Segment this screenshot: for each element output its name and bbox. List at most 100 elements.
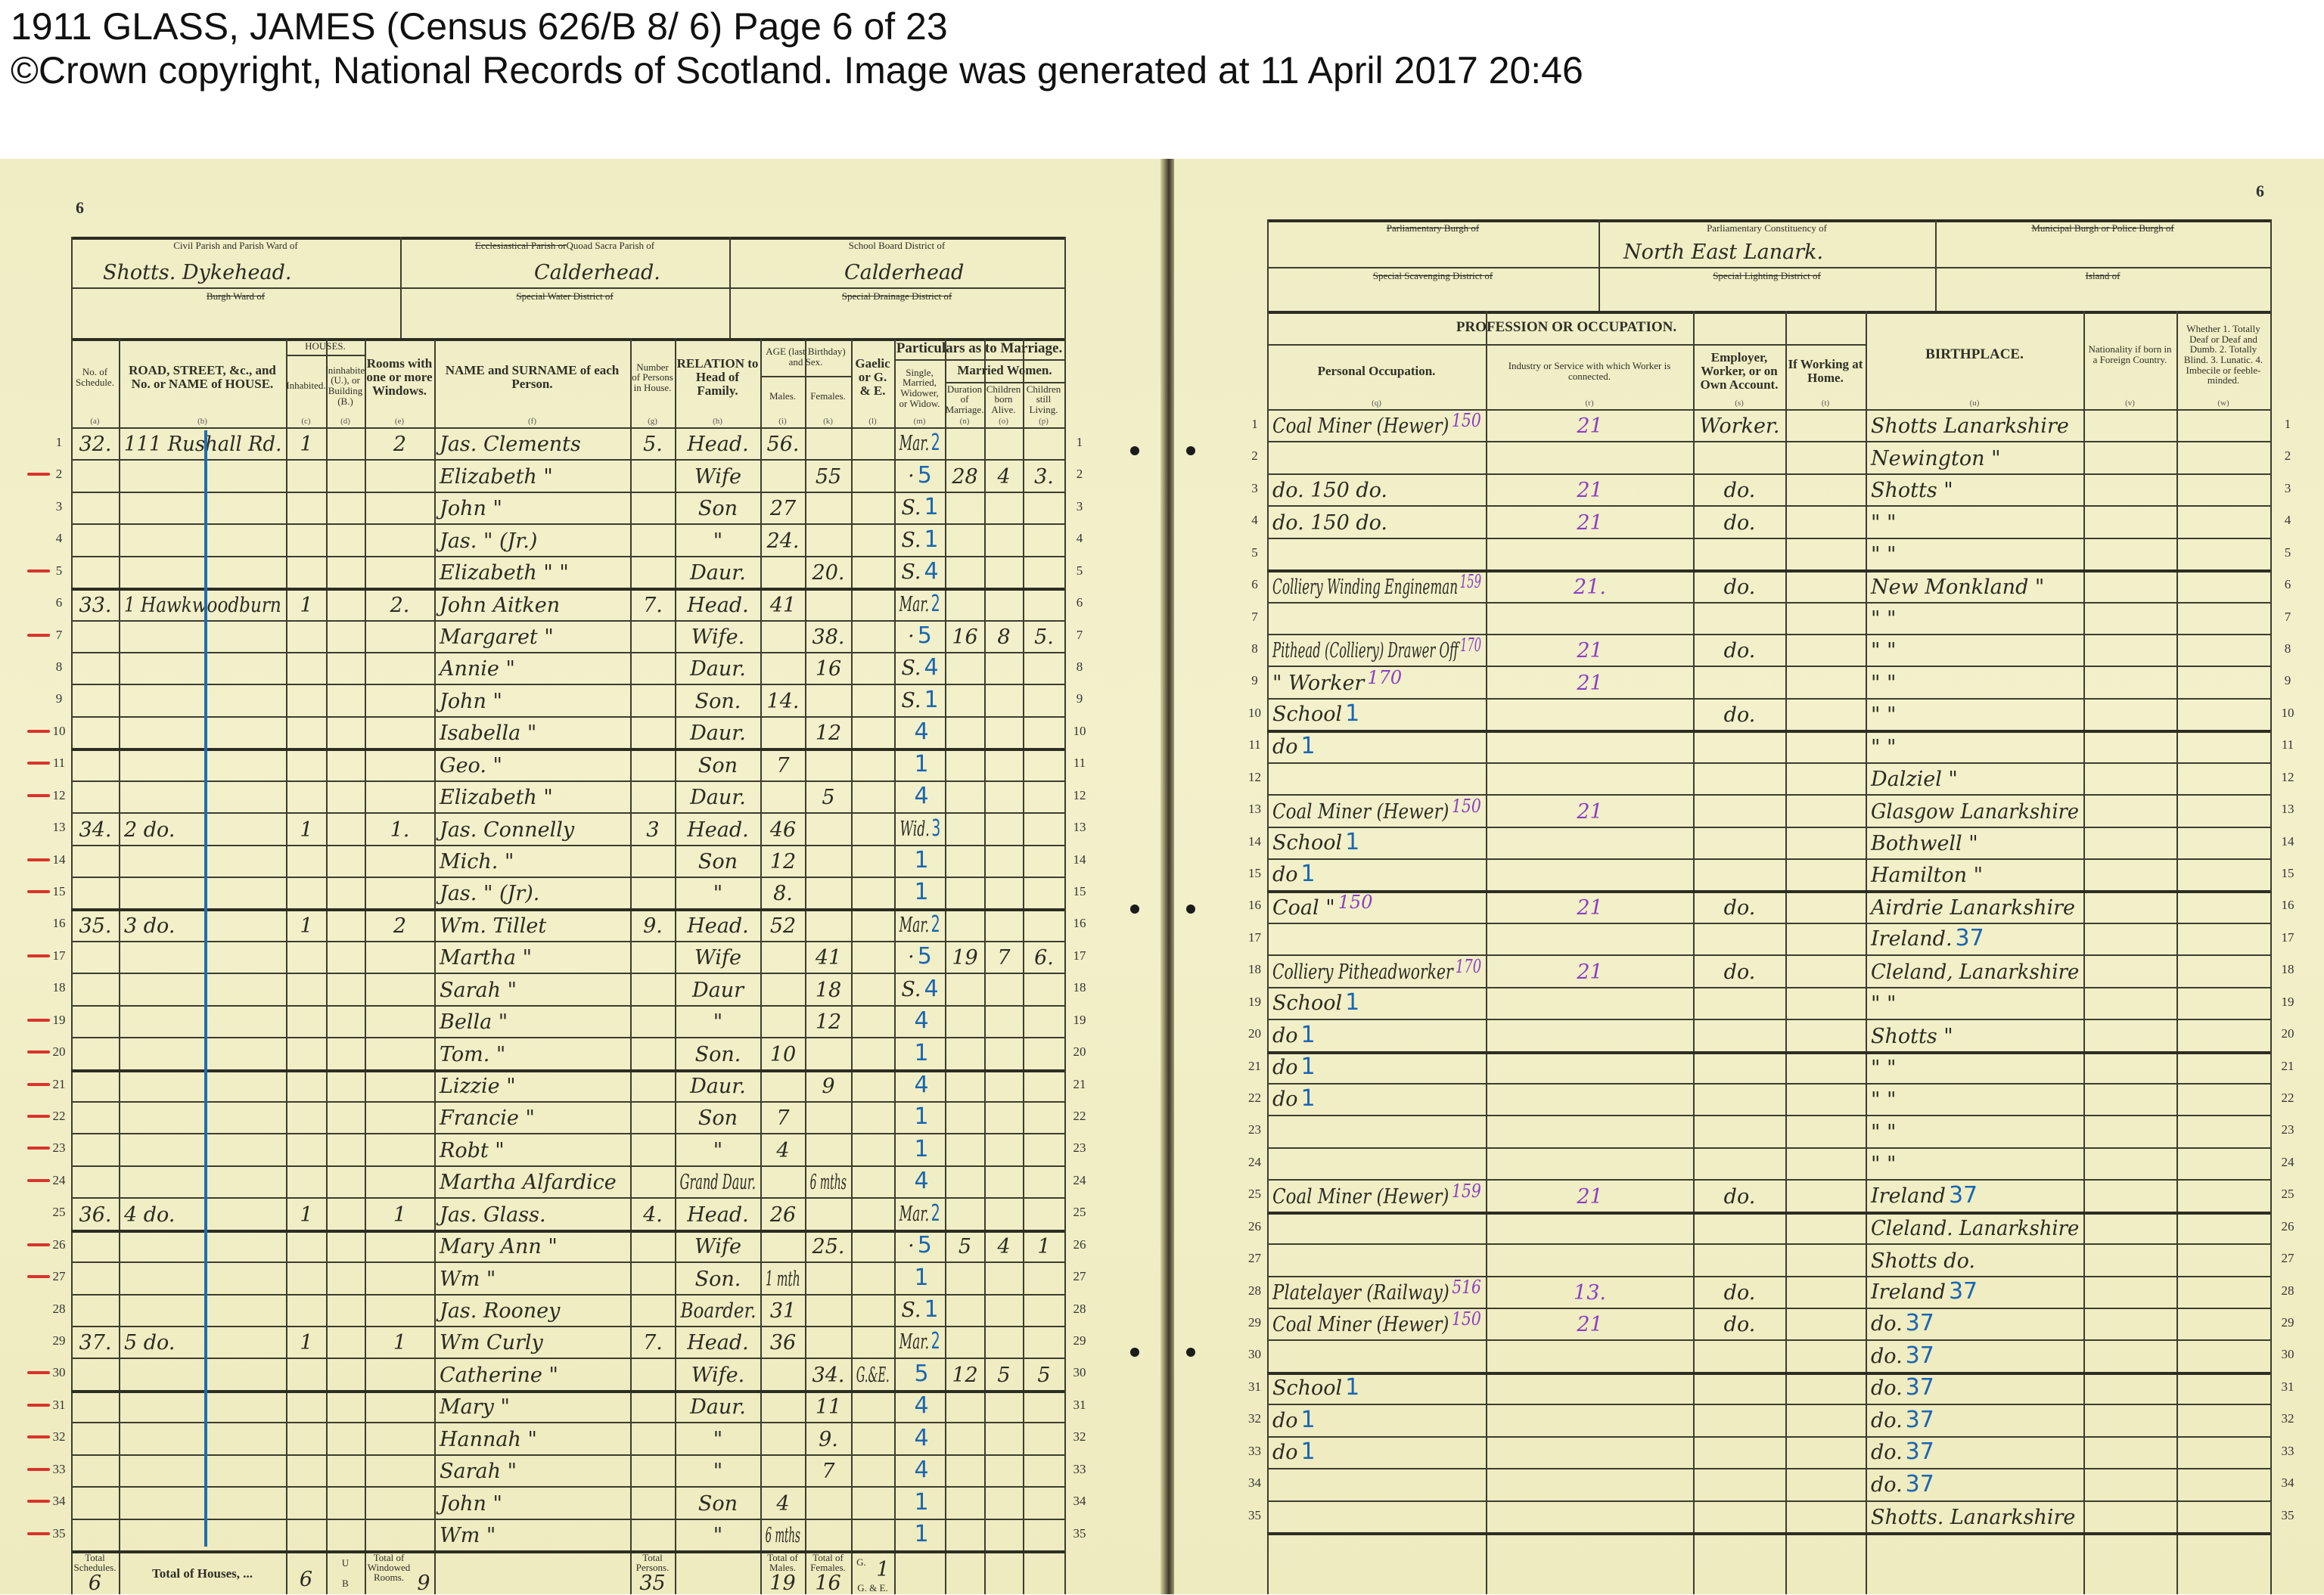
cell-value: Wm ": [440, 1267, 496, 1291]
cell-females: [806, 1520, 851, 1550]
row-number: 1: [1076, 435, 1083, 449]
cell-schedule: [72, 653, 119, 684]
cell-value: 21: [1577, 671, 1603, 695]
cell-employment: [1694, 1341, 1785, 1371]
cell-employment: do.: [1694, 635, 1785, 666]
cell-text: Francie ": [440, 1106, 535, 1130]
row-number: 26: [2281, 1218, 2294, 1233]
row-number: 4: [2284, 513, 2291, 528]
cell-relation: ": [676, 525, 760, 555]
cell-value: Robt ": [440, 1138, 505, 1162]
cell-text: 4: [997, 1235, 1010, 1258]
cell-males: [761, 1423, 805, 1454]
cell-rooms: [365, 749, 434, 780]
cell-rooms: [365, 1103, 434, 1133]
cell-text: School 1: [1272, 1374, 1359, 1401]
cell-text: 4: [997, 465, 1010, 489]
cell-value: Lizzie ": [440, 1075, 516, 1099]
cell-home: [1786, 1116, 1866, 1147]
cell-gaelic: [852, 1392, 894, 1422]
cell-value: Colliery Winding Engineman: [1272, 575, 1459, 599]
cell-value: Annie ": [440, 657, 515, 681]
cell-value: do.: [1723, 479, 1756, 503]
cell-text: 5: [911, 1361, 928, 1387]
cell-relation: Head.: [676, 814, 760, 844]
margin-tick-mark: [27, 1435, 50, 1439]
cell-condition: 1: [895, 1263, 945, 1293]
row-number: 9: [55, 691, 63, 706]
cell-value: 7: [822, 1460, 835, 1484]
row-number: 8: [55, 659, 63, 674]
b-label: B: [342, 1578, 349, 1590]
cell-text: 55: [816, 465, 841, 489]
cell-relation: Head.: [676, 429, 760, 459]
cell-value: ·: [908, 1234, 915, 1258]
cell-inhabited: [287, 1392, 326, 1422]
cell-text: 5: [1037, 1364, 1050, 1387]
cell-birthplace: Shotts Lanarkshire: [1866, 411, 2083, 441]
enumerator-code: 2: [931, 590, 941, 617]
cell-employment: do.: [1694, 507, 1785, 537]
cell-value: Wid.: [899, 817, 930, 841]
cell-text: 1 Hawkwoodburn: [124, 594, 281, 617]
cell-males: 7: [761, 749, 805, 780]
cell-name: Elizabeth " ": [435, 557, 630, 588]
cell-infirmity: [2177, 507, 2270, 537]
cell-persons: [631, 461, 675, 491]
cell-females: [806, 910, 851, 940]
cell-relation: Boarder.: [676, 1296, 760, 1326]
cell-uninhabited: [327, 1071, 365, 1101]
cell-females: [806, 525, 851, 555]
cell-name: Jas. " (Jr).: [435, 878, 630, 908]
cell-employment: do.: [1694, 1181, 1785, 1211]
enumerator-code: 5: [917, 943, 932, 970]
cell-employment: [1694, 604, 1785, 634]
cell-uninhabited: [327, 974, 365, 1004]
cell-value: Elizabeth ": [440, 786, 553, 810]
cell-industry: [1487, 1116, 1693, 1147]
cell-females: [806, 685, 851, 715]
cell-occupation: [1268, 764, 1486, 794]
cell-name: Jas. Clements: [435, 429, 630, 459]
margin-tick-mark: [27, 1371, 50, 1375]
cell-gaelic: [852, 1071, 894, 1101]
cell-value: Boarder.: [680, 1299, 756, 1323]
cell-text: Shotts ": [1871, 479, 1953, 502]
rule-line: [71, 492, 1064, 493]
cell-text: Isabella ": [440, 721, 536, 745]
cell-value: Mar.: [899, 1330, 930, 1355]
cell-text: " ": [1871, 1057, 1896, 1080]
cell-birthplace: Airdrie Lanarkshire: [1866, 892, 2083, 922]
cell-females: [806, 878, 851, 908]
column-letter: (m): [913, 417, 926, 426]
cell-text: 20.: [812, 561, 845, 585]
row-number: 31: [2281, 1379, 2294, 1394]
cell-text: 36.: [79, 1203, 112, 1227]
cell-name: Mary ": [435, 1392, 630, 1422]
cell-schedule: [72, 493, 119, 523]
cell-nationality: [2084, 1309, 2176, 1339]
cell-text: Hamilton ": [1871, 864, 1983, 887]
cell-home: [1786, 1085, 1866, 1115]
cell-rooms: [365, 1423, 434, 1454]
row-number: 35: [2281, 1507, 2294, 1522]
cell-living: [1024, 493, 1064, 523]
total-houses-label: Total of Houses, ...: [151, 1566, 253, 1581]
left-page-number: 6: [76, 198, 84, 217]
occupation-code: 170: [1455, 955, 1482, 977]
cell-living: [1024, 1167, 1064, 1197]
cell-text: 2.: [390, 594, 410, 617]
cell-persons: [631, 1071, 675, 1101]
cell-born: [985, 1007, 1023, 1037]
cell-industry: 21: [1487, 411, 1693, 441]
cell-employment: [1694, 796, 1785, 826]
enumerator-code: 4: [914, 1072, 929, 1099]
row-number: 16: [1073, 916, 1086, 931]
cell-persons: [631, 782, 675, 812]
row-number: 15: [1248, 866, 1261, 881]
right-page: [1174, 159, 2324, 1594]
cell-duration: [946, 749, 984, 780]
cell-inhabited: [287, 942, 326, 973]
cell-infirmity: [2177, 635, 2270, 666]
row-number: 19: [52, 1012, 66, 1027]
